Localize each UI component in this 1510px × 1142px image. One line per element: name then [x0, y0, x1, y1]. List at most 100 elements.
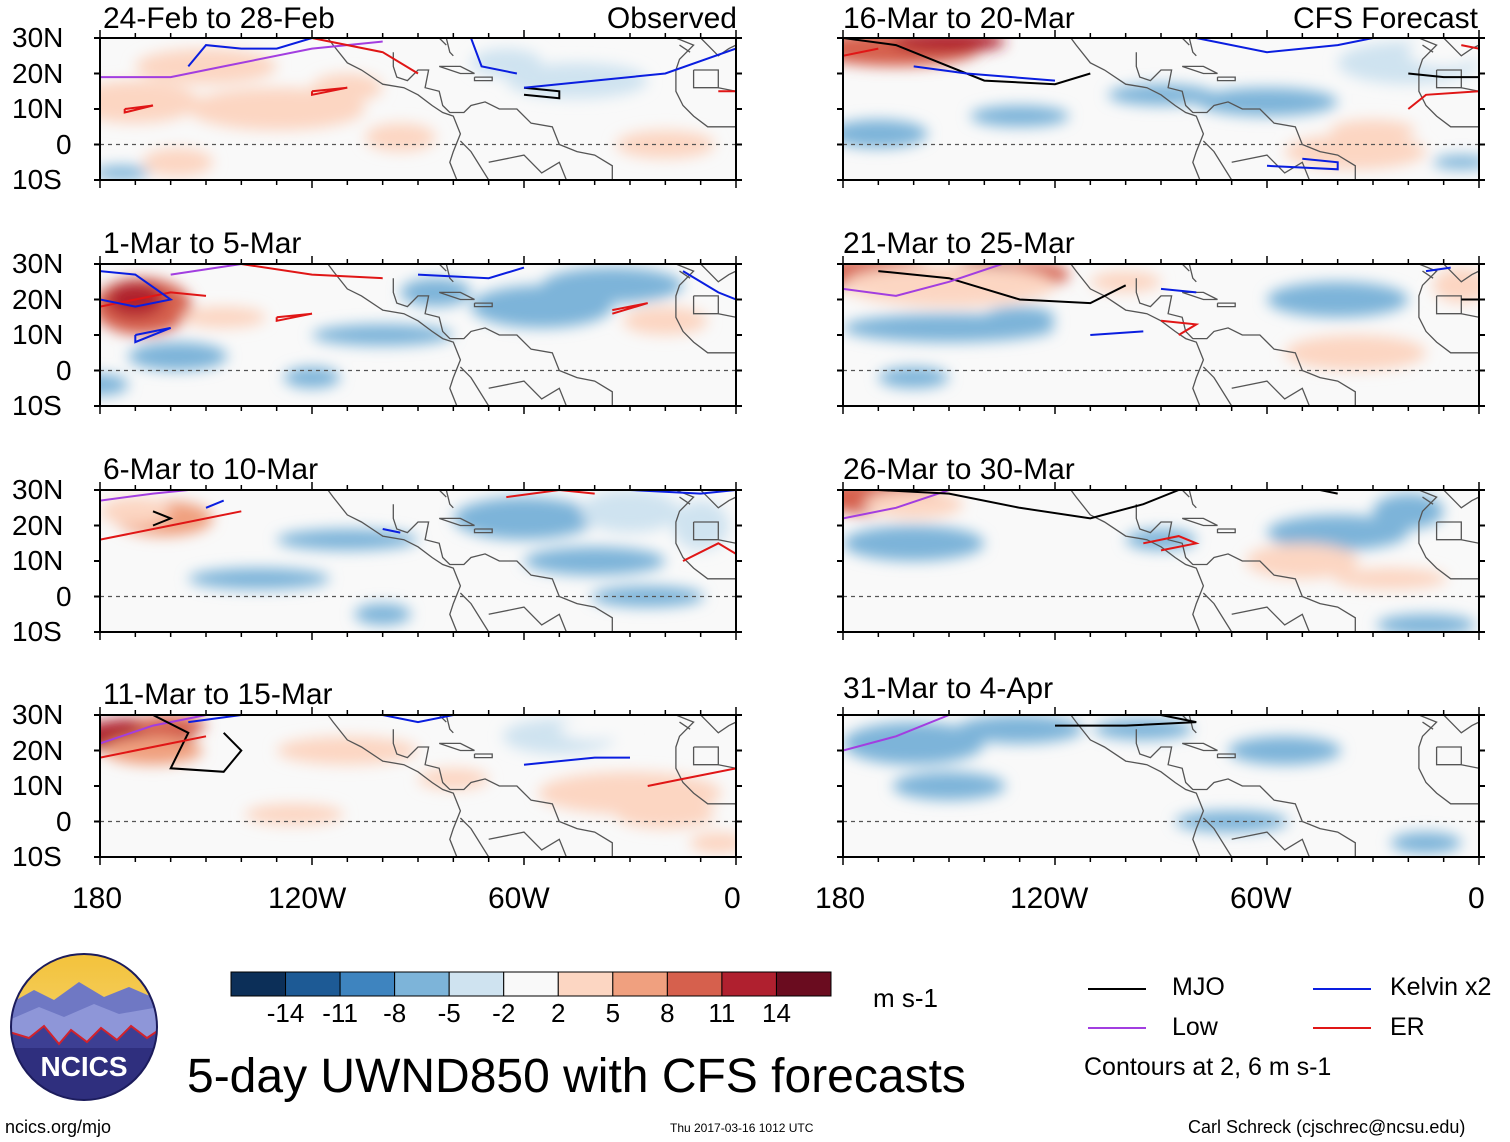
colorbar-tick: -11 — [322, 998, 358, 1028]
anomaly-shading-9 — [1330, 119, 1416, 141]
contour-kel — [205, 499, 225, 509]
coastline — [1181, 517, 1218, 527]
legend-label-kelvin: Kelvin x2 — [1390, 973, 1492, 1001]
anomaly-shading-1 — [843, 722, 985, 765]
coastline — [1202, 366, 1233, 406]
coastline — [418, 715, 447, 723]
coastline — [1135, 52, 1356, 180]
lat-label-30n: 30N — [12, 474, 64, 505]
contour-kel — [1266, 157, 1339, 171]
contour-low — [843, 715, 950, 752]
lat-label-20n: 20N — [12, 509, 64, 541]
coastline — [392, 729, 613, 857]
coastline — [445, 264, 454, 283]
anomaly-shading-3 — [135, 48, 277, 85]
colorbar — [230, 971, 832, 997]
colorbar-units: m s-1 — [873, 983, 938, 1013]
lat-label-20n: 20N — [12, 57, 64, 89]
anomaly-shading-11 — [1433, 155, 1479, 170]
lat-label-10n: 10N — [12, 770, 64, 801]
contour-er — [1407, 90, 1479, 110]
anomaly-shading-2 — [892, 38, 1006, 53]
lat-label-10n: 10N — [12, 545, 64, 576]
lat-label-0: 0 — [56, 805, 72, 837]
coastline — [1161, 490, 1190, 498]
coastline — [1231, 380, 1311, 406]
map-panel-3 — [94, 482, 742, 640]
coastline — [459, 592, 490, 632]
contour-kel — [187, 38, 313, 68]
colorbar-swatch-10 — [721, 971, 777, 997]
coastline — [1037, 38, 1205, 180]
colorbar-tick: 5 — [605, 998, 621, 1028]
coastline — [294, 715, 462, 857]
contour-mjo — [523, 86, 561, 100]
contour-er — [311, 86, 348, 97]
map-panels — [94, 30, 1485, 865]
coastline — [1188, 490, 1197, 509]
coastline — [1181, 65, 1218, 75]
contour-mjo — [1055, 715, 1197, 727]
contour-kel — [134, 326, 172, 344]
anomaly-shading-8 — [188, 568, 330, 590]
contour-kel — [629, 490, 736, 495]
coastline — [392, 504, 613, 632]
coastline — [700, 264, 736, 283]
coastline — [1216, 753, 1236, 759]
lat-label-30n: 30N — [12, 248, 64, 279]
coastline — [473, 302, 493, 308]
contour-er — [506, 490, 595, 499]
anomaly-shading-5 — [1090, 271, 1161, 293]
colorbar-tick: 2 — [551, 998, 566, 1028]
coastline — [1188, 264, 1197, 283]
contour-er — [1461, 44, 1479, 50]
colorbar-swatch-8 — [612, 971, 668, 997]
anomaly-shading-8 — [365, 123, 436, 152]
coastline — [445, 38, 454, 57]
anomaly-shading-2 — [188, 87, 365, 131]
lon-label-180-left: 180 — [72, 882, 123, 915]
contour-er — [311, 38, 419, 75]
anomaly-shading-3 — [1267, 514, 1409, 551]
contour-er — [1160, 319, 1200, 336]
anomaly-shading-10 — [244, 803, 344, 826]
contour-er — [100, 510, 242, 541]
contour-kel — [382, 715, 454, 724]
coastline — [1461, 87, 1479, 102]
footer-author: Carl Schreck (cjschrec@ncsu.edu) — [1188, 1117, 1466, 1137]
anomaly-shading-4 — [1373, 493, 1444, 530]
colorbar-swatch-4 — [394, 971, 450, 997]
panel-title-4: 11-Mar to 15-Mar — [103, 678, 333, 711]
anomaly-shading-11 — [283, 366, 341, 389]
coastline — [438, 65, 475, 75]
lat-label-20n: 20N — [12, 283, 64, 315]
contour-er — [682, 542, 736, 562]
coastline — [294, 264, 462, 406]
coastline — [1135, 504, 1356, 632]
coastline — [473, 753, 493, 759]
coastline — [473, 76, 493, 82]
contour-low — [100, 40, 383, 79]
coastline — [1135, 278, 1356, 406]
lat-label-10n: 10N — [12, 93, 64, 124]
coastline — [1443, 490, 1479, 509]
contour-er — [1143, 535, 1200, 552]
lat-label-0: 0 — [56, 354, 72, 386]
contour-kel — [913, 65, 1056, 82]
anomaly-shading-10 — [100, 165, 150, 180]
contour-mjo — [1408, 72, 1479, 79]
anomaly-shading-2 — [100, 497, 171, 526]
contour-er — [647, 767, 736, 787]
lon-label-120w-right: 120W — [1010, 882, 1089, 915]
contour-low — [100, 490, 189, 502]
contour-kel — [682, 270, 736, 301]
coastline — [1037, 490, 1205, 632]
lon-label-120w-left: 120W — [268, 882, 347, 915]
coastline — [1461, 313, 1479, 328]
panel-tag-forecast: CFS Forecast — [1292, 2, 1478, 35]
contour-kel — [417, 266, 525, 280]
coastline — [718, 87, 736, 102]
coastline — [1461, 764, 1479, 779]
contour-mjo — [152, 510, 174, 527]
anomaly-shading-5 — [559, 718, 631, 740]
